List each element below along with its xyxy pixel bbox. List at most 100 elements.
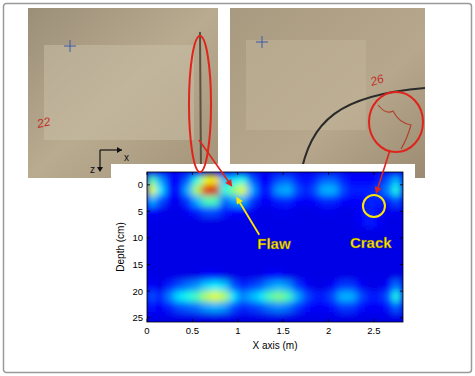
x-tick-label: 2.5 xyxy=(367,325,380,336)
heat-cell xyxy=(319,195,329,206)
photo-label: 22 xyxy=(35,114,52,131)
heat-cell xyxy=(283,302,293,313)
heat-cell xyxy=(256,195,266,206)
heat-cell xyxy=(156,249,166,260)
heat-cell xyxy=(365,302,375,313)
heat-cell xyxy=(265,291,275,302)
heat-cell xyxy=(201,249,211,260)
heat-cell xyxy=(329,249,339,260)
heat-cell xyxy=(265,174,275,185)
heat-cell xyxy=(192,217,202,228)
heat-cell xyxy=(319,291,329,302)
y-tick xyxy=(147,291,150,292)
heat-cell xyxy=(156,259,166,270)
heat-cell xyxy=(183,227,193,238)
heat-cell xyxy=(301,195,311,206)
heat-cell xyxy=(310,174,320,185)
heat-cell xyxy=(392,185,402,196)
heat-cell xyxy=(383,185,393,196)
photo-right: 26 xyxy=(230,8,425,178)
heat-cell xyxy=(338,195,348,206)
heat-cell xyxy=(319,227,329,238)
heat-cell xyxy=(301,302,311,313)
y-axis-label: Depth (cm) xyxy=(115,222,126,271)
heat-cell xyxy=(301,291,311,302)
photo-crack xyxy=(378,105,411,149)
heat-cell xyxy=(256,291,266,302)
heat-cell xyxy=(192,195,202,206)
heat-cell xyxy=(211,270,221,281)
heat-cell xyxy=(156,217,166,228)
heat-cell xyxy=(310,270,320,281)
heat-cell xyxy=(165,249,175,260)
y-tick xyxy=(147,264,150,265)
heat-cell xyxy=(365,259,375,270)
heat-cell xyxy=(301,312,311,322)
heat-cell xyxy=(301,281,311,292)
heat-cell xyxy=(201,195,211,206)
heat-cell xyxy=(238,270,248,281)
x-tick xyxy=(237,172,238,175)
heat-cell xyxy=(374,312,384,322)
heat-cell xyxy=(383,302,393,313)
heat-cell xyxy=(374,281,384,292)
y-tick xyxy=(147,237,150,238)
heat-cell xyxy=(329,270,339,281)
heat-cell xyxy=(283,195,293,206)
x-tick xyxy=(237,319,238,322)
heat-cell xyxy=(211,195,221,206)
heat-cell xyxy=(201,227,211,238)
photo-mark xyxy=(64,46,76,47)
heat-cell xyxy=(265,206,275,217)
heat-cell xyxy=(174,227,184,238)
heat-cell xyxy=(192,281,202,292)
heat-cell xyxy=(201,291,211,302)
heat-cell xyxy=(283,206,293,217)
heat-cell xyxy=(392,238,402,249)
heat-cell xyxy=(211,312,221,322)
heat-cell xyxy=(156,281,166,292)
yellow-arrow-head xyxy=(236,197,243,205)
heat-cell xyxy=(192,174,202,185)
heat-cell xyxy=(174,174,184,185)
heat-cell xyxy=(310,206,320,217)
heat-cell xyxy=(174,195,184,206)
heat-cell xyxy=(301,249,311,260)
y-tick-label: 0 xyxy=(138,179,143,190)
heat-cell xyxy=(265,281,275,292)
heat-cell xyxy=(347,217,357,228)
heat-cell xyxy=(247,238,257,249)
heat-cell xyxy=(292,238,302,249)
heat-cell xyxy=(165,195,175,206)
x-axis-label: X axis (m) xyxy=(253,340,298,351)
heat-cell xyxy=(338,185,348,196)
heat-cell xyxy=(356,174,366,185)
heat-cell xyxy=(319,174,329,185)
heat-cell xyxy=(274,281,284,292)
heat-cell xyxy=(392,174,402,185)
heat-cell xyxy=(310,217,320,228)
heat-cell xyxy=(229,281,239,292)
heat-cell xyxy=(310,312,320,322)
x-tick-label: 0.5 xyxy=(186,325,199,336)
heat-cell xyxy=(220,281,230,292)
heat-cell xyxy=(256,174,266,185)
heat-cell xyxy=(347,195,357,206)
heat-cell xyxy=(174,312,184,322)
heat-cell xyxy=(229,291,239,302)
heat-cell xyxy=(165,206,175,217)
heat-cell xyxy=(256,312,266,322)
heat-cell xyxy=(238,227,248,238)
heat-cell xyxy=(347,270,357,281)
heat-cell xyxy=(292,302,302,313)
heat-cell xyxy=(329,281,339,292)
heat-cell xyxy=(238,281,248,292)
plot-background xyxy=(147,172,403,322)
heat-cell xyxy=(211,281,221,292)
heat-cell xyxy=(201,174,211,185)
heat-cell xyxy=(229,238,239,249)
heat-cell xyxy=(238,249,248,260)
heat-cell xyxy=(192,206,202,217)
heat-cell xyxy=(220,227,230,238)
y-tick xyxy=(147,211,150,212)
